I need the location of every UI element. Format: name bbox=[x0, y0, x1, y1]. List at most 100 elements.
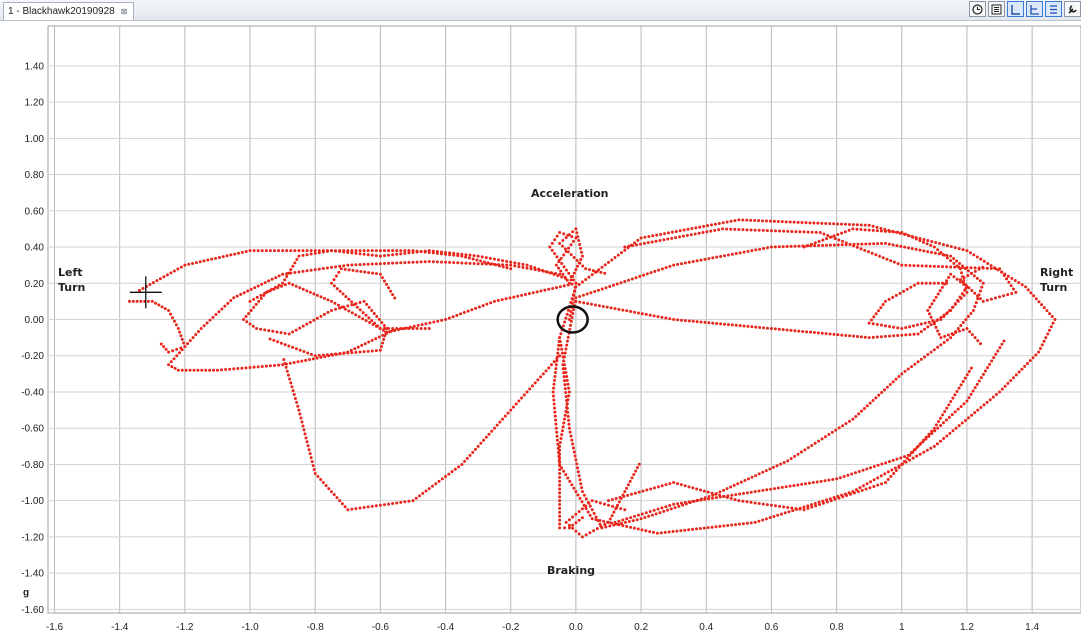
data-point bbox=[590, 499, 594, 503]
data-point bbox=[564, 473, 568, 477]
data-point bbox=[330, 299, 334, 303]
data-point bbox=[462, 311, 466, 315]
data-point bbox=[883, 241, 887, 245]
data-point bbox=[1000, 387, 1004, 391]
clock-icon[interactable] bbox=[969, 1, 986, 17]
data-point bbox=[316, 475, 320, 479]
data-point bbox=[253, 286, 257, 290]
data-point bbox=[453, 467, 457, 471]
data-point bbox=[807, 481, 811, 485]
origin-circle-marker bbox=[556, 305, 589, 334]
x-tick-label: 0.6 bbox=[764, 622, 778, 633]
tab-blackhawk[interactable]: 1 - Blackhawk20190928 ⊠ bbox=[3, 2, 135, 20]
data-point bbox=[521, 265, 525, 269]
data-point bbox=[574, 458, 578, 462]
data-point bbox=[953, 410, 957, 414]
layout-stacked-icon[interactable] bbox=[1026, 1, 1043, 17]
data-point bbox=[687, 528, 691, 532]
y-tick-label: -0.80 bbox=[21, 460, 44, 471]
data-point bbox=[928, 264, 932, 268]
data-point bbox=[874, 396, 878, 400]
data-point bbox=[232, 296, 236, 300]
layout-list-icon[interactable] bbox=[1045, 1, 1062, 17]
right-turn-line2: Turn bbox=[1040, 281, 1068, 294]
data-point bbox=[825, 500, 829, 504]
data-point bbox=[633, 491, 637, 495]
data-point bbox=[741, 228, 745, 232]
data-point bbox=[779, 512, 783, 516]
data-point bbox=[378, 249, 382, 253]
data-point bbox=[743, 478, 747, 482]
data-point bbox=[645, 272, 649, 276]
data-point bbox=[986, 366, 990, 370]
data-point bbox=[335, 287, 339, 291]
data-point bbox=[966, 416, 970, 420]
data-point bbox=[986, 261, 990, 265]
data-point bbox=[558, 452, 562, 456]
data-point bbox=[291, 389, 295, 393]
data-point bbox=[566, 335, 570, 339]
data-point bbox=[350, 251, 354, 255]
data-point bbox=[903, 455, 907, 459]
data-point bbox=[552, 402, 556, 406]
data-point bbox=[647, 514, 651, 518]
fit-icon[interactable] bbox=[988, 1, 1005, 17]
data-point bbox=[568, 327, 572, 331]
x-tick-label: -1.2 bbox=[176, 622, 194, 633]
data-point bbox=[555, 438, 559, 442]
data-point bbox=[312, 468, 316, 472]
data-point bbox=[809, 330, 813, 334]
pin-icon[interactable]: ⊠ bbox=[120, 7, 128, 16]
data-point bbox=[859, 228, 863, 232]
data-point bbox=[745, 491, 749, 495]
data-point bbox=[857, 469, 861, 473]
data-point bbox=[675, 529, 679, 533]
data-point bbox=[569, 319, 573, 323]
data-point bbox=[382, 262, 386, 266]
data-point bbox=[777, 327, 781, 331]
data-point bbox=[395, 261, 399, 265]
data-point bbox=[167, 350, 171, 354]
data-point bbox=[342, 264, 346, 268]
data-point bbox=[966, 269, 970, 273]
data-point bbox=[186, 342, 190, 346]
data-point bbox=[936, 265, 940, 269]
data-point bbox=[991, 395, 995, 399]
data-point bbox=[846, 473, 850, 477]
data-point bbox=[668, 317, 672, 321]
data-point bbox=[591, 269, 595, 273]
data-point bbox=[563, 247, 567, 251]
settings-icon[interactable] bbox=[1064, 1, 1081, 17]
data-point bbox=[337, 270, 341, 274]
data-point bbox=[488, 262, 492, 266]
data-point bbox=[793, 244, 797, 248]
data-point bbox=[244, 314, 248, 318]
data-point bbox=[448, 251, 452, 255]
data-point bbox=[552, 382, 556, 386]
y-tick-label: 0.40 bbox=[25, 243, 45, 254]
data-point bbox=[775, 464, 779, 468]
data-point bbox=[785, 245, 789, 249]
data-point bbox=[248, 299, 252, 303]
data-point bbox=[614, 507, 618, 511]
data-point bbox=[776, 513, 780, 517]
data-point bbox=[783, 511, 787, 515]
data-point bbox=[555, 434, 559, 438]
data-point bbox=[627, 520, 631, 524]
data-point bbox=[733, 498, 737, 502]
data-point bbox=[785, 328, 789, 332]
data-point bbox=[1003, 384, 1007, 388]
data-point bbox=[158, 277, 162, 281]
data-point bbox=[630, 277, 634, 281]
data-point bbox=[737, 228, 741, 232]
data-point bbox=[914, 237, 918, 241]
data-point bbox=[564, 236, 568, 240]
data-point bbox=[719, 322, 723, 326]
data-point bbox=[259, 293, 263, 297]
data-point bbox=[989, 297, 993, 301]
data-point bbox=[952, 257, 956, 261]
data-point bbox=[925, 448, 929, 452]
data-point bbox=[635, 466, 639, 470]
data-point bbox=[745, 500, 749, 504]
layout-single-icon[interactable] bbox=[1007, 1, 1024, 17]
